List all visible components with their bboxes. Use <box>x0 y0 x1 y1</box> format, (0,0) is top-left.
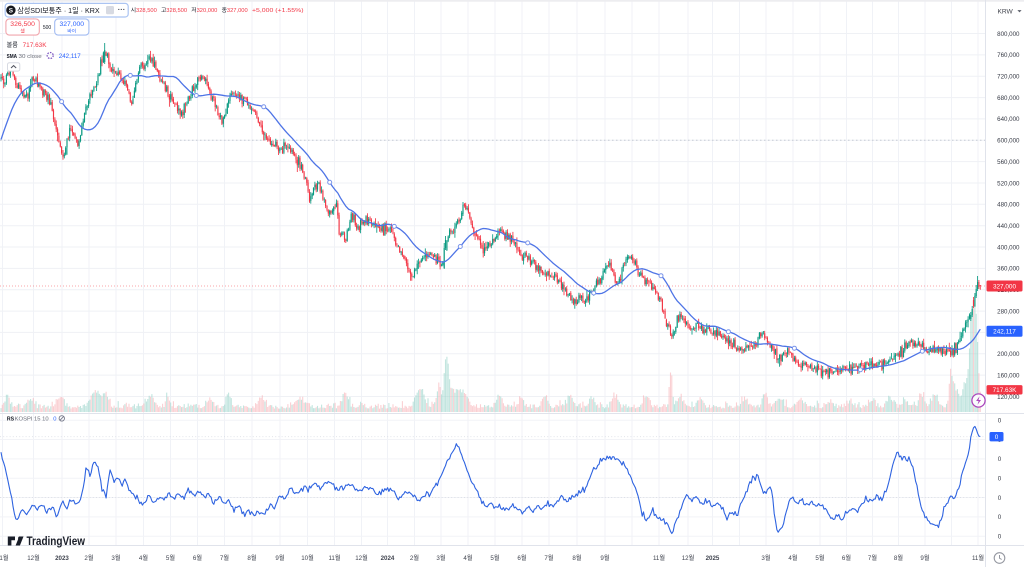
svg-text:200,000: 200,000 <box>997 351 1020 358</box>
svg-text:RS: RS <box>7 417 15 423</box>
svg-text:2023: 2023 <box>55 555 69 562</box>
svg-text:+5,000 (+1.55%): +5,000 (+1.55%) <box>252 8 304 14</box>
svg-text:600,000: 600,000 <box>997 138 1020 145</box>
svg-text:9월: 9월 <box>275 554 284 562</box>
svg-text:4월: 4월 <box>463 554 472 562</box>
svg-text:480,000: 480,000 <box>997 202 1020 209</box>
svg-text:6월: 6월 <box>193 554 202 562</box>
svg-text:4월: 4월 <box>139 554 148 562</box>
svg-text:242,117: 242,117 <box>993 329 1016 336</box>
svg-text:120,000: 120,000 <box>997 394 1020 401</box>
svg-text:0: 0 <box>998 495 1002 502</box>
svg-text:시: 시 <box>131 7 136 14</box>
svg-text:326,500: 326,500 <box>10 21 35 28</box>
svg-text:360,000: 360,000 <box>997 266 1020 273</box>
svg-text:0: 0 <box>998 418 1002 425</box>
svg-text:9월: 9월 <box>600 554 609 562</box>
svg-text:560,000: 560,000 <box>997 159 1020 166</box>
svg-text:242,117: 242,117 <box>59 53 81 60</box>
svg-text:7월: 7월 <box>868 554 877 562</box>
svg-text:6월: 6월 <box>517 554 526 562</box>
svg-text:KOSPI 15 10: KOSPI 15 10 <box>15 417 49 423</box>
svg-text:TradingView: TradingView <box>27 534 86 548</box>
svg-text:11월: 11월 <box>972 554 984 562</box>
svg-text:6월: 6월 <box>842 554 851 562</box>
svg-text:760,000: 760,000 <box>997 52 1020 59</box>
svg-text:328,500: 328,500 <box>166 8 187 14</box>
svg-text:저: 저 <box>191 6 196 14</box>
svg-text:328,500: 328,500 <box>136 8 157 14</box>
svg-text:3월: 3월 <box>761 554 770 562</box>
svg-text:10월: 10월 <box>301 554 314 562</box>
svg-text:7월: 7월 <box>544 554 553 562</box>
svg-text:11월: 11월 <box>653 554 665 562</box>
svg-text:0: 0 <box>998 534 1002 541</box>
svg-text:0: 0 <box>53 417 56 423</box>
svg-text:셀: 셀 <box>20 27 25 34</box>
svg-text:삼성SDI보통주 · 1일 · KRX: 삼성SDI보통주 · 1일 · KRX <box>17 6 100 15</box>
svg-text:280,000: 280,000 <box>997 308 1020 315</box>
svg-text:327,000: 327,000 <box>60 21 85 28</box>
svg-text:0: 0 <box>995 434 999 441</box>
svg-text:2025: 2025 <box>706 555 720 562</box>
svg-text:12월: 12월 <box>682 554 695 562</box>
svg-text:2024: 2024 <box>381 555 395 562</box>
svg-text:800,000: 800,000 <box>997 31 1020 38</box>
svg-text:500: 500 <box>43 25 52 31</box>
svg-text:9월: 9월 <box>920 554 929 562</box>
svg-text:바이: 바이 <box>67 27 76 34</box>
svg-text:5월: 5월 <box>490 554 499 562</box>
svg-text:종: 종 <box>222 7 228 14</box>
svg-text:4월: 4월 <box>788 554 797 562</box>
svg-text:2월: 2월 <box>410 554 419 562</box>
svg-text:12월: 12월 <box>355 554 368 562</box>
svg-text:볼륨: 볼륨 <box>7 42 19 49</box>
svg-text:11월: 11월 <box>328 554 340 562</box>
svg-text:2월: 2월 <box>84 554 93 562</box>
svg-text:8월: 8월 <box>247 554 256 562</box>
svg-text:720,000: 720,000 <box>997 74 1020 81</box>
svg-text:327,000: 327,000 <box>993 283 1017 290</box>
svg-text:717.63K: 717.63K <box>23 42 48 49</box>
svg-text:고: 고 <box>161 7 167 14</box>
svg-text:5월: 5월 <box>815 554 824 562</box>
svg-text:SMA: SMA <box>7 54 18 60</box>
svg-text:0: 0 <box>998 476 1002 483</box>
svg-text:8월: 8월 <box>572 554 581 562</box>
svg-text:0: 0 <box>998 456 1002 463</box>
svg-text:640,000: 640,000 <box>997 116 1020 123</box>
svg-text:520,000: 520,000 <box>997 180 1020 187</box>
svg-text:11월: 11월 <box>0 554 9 562</box>
svg-text:12월: 12월 <box>27 554 40 562</box>
svg-text:5월: 5월 <box>166 554 175 562</box>
svg-text:KRW: KRW <box>998 9 1014 16</box>
svg-text:400,000: 400,000 <box>997 244 1020 251</box>
svg-text:717.63K: 717.63K <box>993 387 1018 394</box>
svg-text:160,000: 160,000 <box>997 372 1020 379</box>
svg-text:0: 0 <box>998 514 1002 521</box>
svg-text:3월: 3월 <box>111 554 120 562</box>
svg-text:8월: 8월 <box>894 554 903 562</box>
svg-text:440,000: 440,000 <box>997 223 1020 230</box>
svg-text:S: S <box>9 7 14 14</box>
svg-text:7월: 7월 <box>220 554 229 562</box>
svg-text:320,000: 320,000 <box>197 8 218 14</box>
svg-text:327,000: 327,000 <box>227 8 248 14</box>
svg-text:680,000: 680,000 <box>997 95 1020 102</box>
svg-text:···: ··· <box>118 5 126 14</box>
svg-text:30 close: 30 close <box>19 54 42 60</box>
svg-text:3월: 3월 <box>436 554 445 562</box>
